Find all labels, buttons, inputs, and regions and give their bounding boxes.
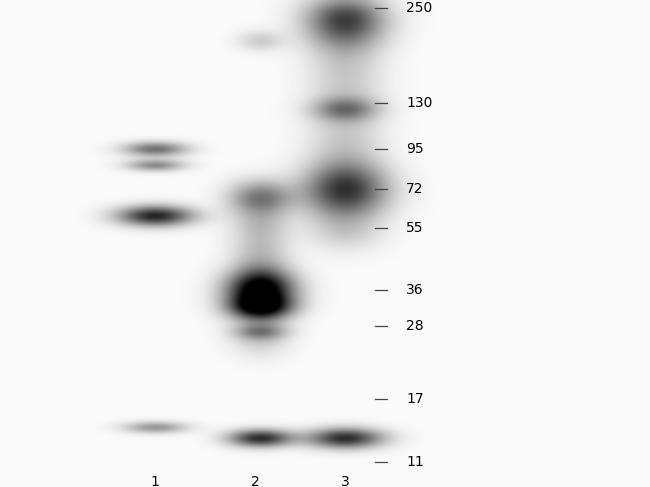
Text: 1: 1 xyxy=(151,475,159,487)
Text: 11: 11 xyxy=(406,455,424,469)
Text: 36: 36 xyxy=(406,282,424,297)
Text: 72: 72 xyxy=(406,182,424,196)
Text: 250: 250 xyxy=(406,1,432,15)
Text: 17: 17 xyxy=(406,392,424,406)
Text: 95: 95 xyxy=(406,142,424,156)
Text: 130: 130 xyxy=(406,96,432,110)
Text: 3: 3 xyxy=(341,475,350,487)
Text: 2: 2 xyxy=(251,475,259,487)
Text: 55: 55 xyxy=(406,221,424,235)
Text: 28: 28 xyxy=(406,319,424,333)
